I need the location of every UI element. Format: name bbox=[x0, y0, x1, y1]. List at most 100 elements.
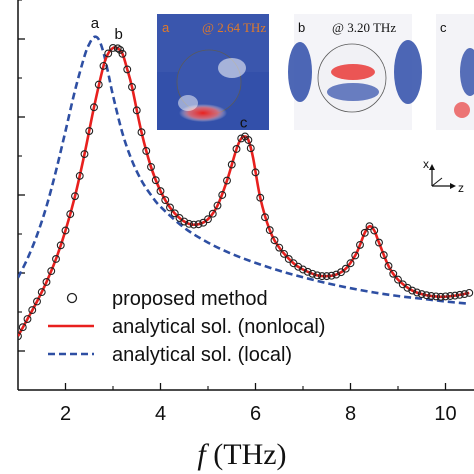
data-point bbox=[379, 251, 388, 260]
data-point bbox=[227, 160, 236, 169]
x-tick-label: 6 bbox=[250, 403, 261, 425]
data-point bbox=[356, 240, 364, 249]
data-point bbox=[322, 272, 331, 281]
data-point bbox=[232, 145, 241, 153]
peak-label-b: b bbox=[115, 26, 123, 43]
data-point bbox=[18, 323, 27, 332]
inset-a-letter: a bbox=[162, 20, 170, 35]
data-point bbox=[18, 332, 22, 341]
data-point bbox=[284, 255, 293, 263]
axis-indicator-z: z bbox=[458, 181, 464, 195]
data-point bbox=[413, 288, 421, 297]
x-tick-label: 8 bbox=[345, 403, 356, 425]
data-point bbox=[116, 45, 125, 54]
inset-b: b @ 3.20 THz bbox=[288, 14, 422, 130]
data-point bbox=[99, 61, 108, 70]
data-point bbox=[370, 226, 379, 235]
x-tick-label: 4 bbox=[155, 403, 166, 425]
series-nonlocal-line bbox=[18, 46, 470, 337]
data-point bbox=[56, 241, 65, 250]
peak-label-c: c bbox=[240, 115, 248, 132]
data-point bbox=[327, 271, 336, 280]
data-point bbox=[71, 192, 79, 201]
data-point bbox=[460, 290, 469, 299]
data-point bbox=[128, 83, 136, 91]
data-point bbox=[446, 292, 455, 300]
data-point bbox=[180, 217, 189, 226]
data-point bbox=[389, 269, 398, 278]
data-point bbox=[436, 292, 445, 301]
axis-indicator-x: x bbox=[423, 157, 429, 171]
data-point bbox=[94, 80, 103, 89]
data-point bbox=[42, 278, 51, 286]
data-point bbox=[275, 243, 284, 252]
data-point bbox=[85, 127, 94, 135]
data-point bbox=[244, 136, 253, 144]
data-point bbox=[132, 106, 141, 115]
data-point bbox=[109, 44, 117, 52]
data-point bbox=[52, 255, 60, 263]
inset-b-letter: b bbox=[298, 20, 305, 35]
data-point bbox=[123, 65, 132, 74]
inset-c-letter: c bbox=[440, 20, 447, 35]
data-point bbox=[23, 315, 32, 323]
data-point bbox=[408, 286, 417, 295]
data-point bbox=[80, 150, 89, 159]
data-point bbox=[332, 270, 341, 279]
data-point bbox=[204, 215, 212, 224]
data-point bbox=[185, 219, 193, 228]
inset-c: c bbox=[436, 14, 474, 130]
data-point bbox=[270, 236, 279, 245]
x-ticks: 2 4 6 8 10 bbox=[60, 383, 457, 425]
legend-label-proposed: proposed method bbox=[112, 288, 268, 310]
data-point bbox=[308, 269, 317, 278]
series-local-line bbox=[18, 35, 470, 306]
data-point bbox=[441, 292, 450, 301]
data-point bbox=[47, 267, 56, 275]
data-point bbox=[256, 193, 265, 202]
data-point bbox=[351, 251, 360, 260]
axis-indicator: x z bbox=[423, 157, 464, 195]
data-point bbox=[375, 238, 383, 247]
data-point bbox=[394, 275, 402, 284]
legend-label-nonlocal: analytical sol. (nonlocal) bbox=[112, 316, 325, 338]
data-point bbox=[251, 168, 260, 177]
inset-b-freq: @ 3.20 THz bbox=[332, 20, 396, 35]
x-tick-label: 10 bbox=[434, 403, 456, 425]
data-point bbox=[313, 271, 322, 280]
data-point bbox=[142, 146, 151, 155]
data-point bbox=[365, 222, 374, 231]
data-point bbox=[465, 288, 474, 297]
data-point bbox=[75, 171, 84, 180]
data-point bbox=[432, 292, 440, 301]
data-point bbox=[265, 226, 274, 235]
data-point bbox=[156, 187, 165, 196]
data-point bbox=[90, 103, 98, 112]
data-point bbox=[280, 249, 288, 258]
data-point bbox=[166, 203, 174, 212]
data-point bbox=[246, 144, 255, 153]
data-point bbox=[303, 267, 312, 276]
data-point bbox=[299, 265, 307, 274]
data-point bbox=[151, 176, 160, 185]
data-point bbox=[170, 209, 179, 218]
data-point bbox=[341, 264, 350, 273]
data-point bbox=[223, 176, 231, 185]
data-point bbox=[427, 292, 436, 300]
legend-label-local: analytical sol. (local) bbox=[112, 344, 292, 366]
y-ticks bbox=[18, 0, 25, 352]
peak-labels: abc bbox=[91, 15, 248, 131]
data-point bbox=[33, 297, 41, 306]
data-point bbox=[384, 262, 393, 270]
data-point bbox=[147, 162, 155, 171]
data-point bbox=[422, 291, 431, 300]
data-point bbox=[346, 259, 355, 268]
data-point bbox=[189, 220, 198, 229]
peak-label-a: a bbox=[91, 15, 100, 32]
data-point bbox=[417, 290, 426, 299]
legend-marker-proposed bbox=[66, 292, 78, 304]
data-point bbox=[360, 228, 369, 237]
data-point bbox=[104, 49, 113, 58]
data-point bbox=[28, 306, 37, 314]
